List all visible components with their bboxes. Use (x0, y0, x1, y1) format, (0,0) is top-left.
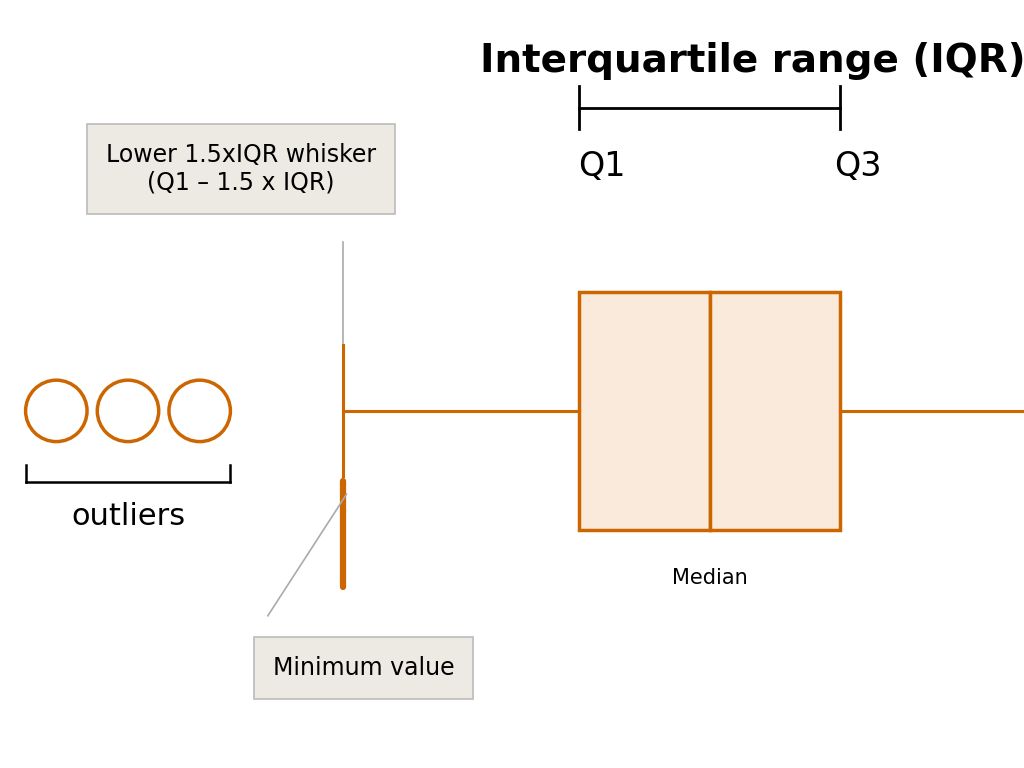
Text: Interquartile range (IQR): Interquartile range (IQR) (480, 42, 1024, 80)
Text: outliers: outliers (71, 502, 185, 531)
Text: Minimum value: Minimum value (272, 656, 455, 680)
FancyBboxPatch shape (710, 292, 840, 530)
FancyBboxPatch shape (579, 292, 710, 530)
Text: Q3: Q3 (835, 150, 882, 183)
Text: Lower 1.5xIQR whisker
(Q1 – 1.5 x IQR): Lower 1.5xIQR whisker (Q1 – 1.5 x IQR) (105, 143, 376, 195)
Text: Q1: Q1 (579, 150, 626, 183)
Text: Median: Median (672, 568, 748, 588)
